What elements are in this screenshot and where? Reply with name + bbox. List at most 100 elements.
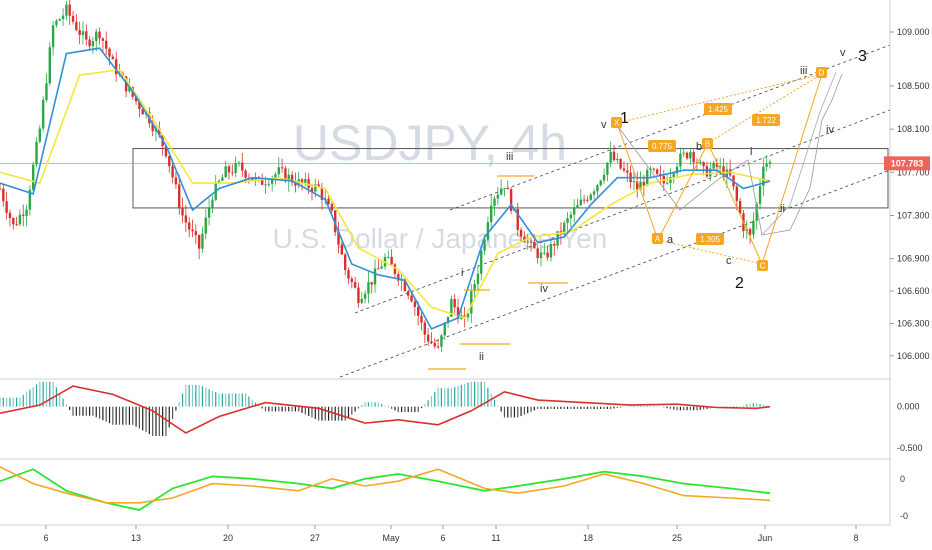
candle-body: [636, 181, 639, 190]
candle-body: [191, 229, 194, 232]
ratio-1425-box: [704, 103, 732, 115]
price-axis-background: [890, 0, 932, 550]
candle-body: [413, 301, 417, 308]
candle-body: [15, 224, 18, 226]
candle-body: [327, 198, 330, 205]
candle-body: [138, 101, 141, 109]
candle-body: [453, 298, 456, 308]
candle-body: [241, 162, 244, 171]
candle-body: [642, 181, 646, 186]
candle-body: [22, 214, 25, 216]
candle-body: [317, 184, 320, 188]
candle-body: [755, 203, 758, 221]
candle-body: [592, 191, 596, 195]
candle-body: [606, 162, 609, 175]
candle-body: [357, 287, 360, 303]
candle-body: [426, 334, 430, 342]
last-price-value: 107.783: [891, 158, 924, 168]
point-b-label: B: [705, 140, 710, 149]
candle-body: [553, 244, 556, 246]
candle-body: [420, 315, 423, 323]
candle-body: [685, 152, 689, 159]
candle-body: [669, 177, 672, 183]
candle-body: [217, 180, 221, 183]
time-tick-label: Jun: [758, 533, 773, 543]
candle-body: [466, 313, 470, 318]
candle-body: [390, 256, 393, 265]
candle-body: [679, 153, 682, 167]
candle-body: [579, 199, 583, 205]
price-tick-label: 106.300: [897, 318, 930, 328]
candle-body: [616, 158, 619, 161]
price-tick-label: 107.700: [897, 167, 930, 177]
candle-body: [689, 152, 692, 159]
candle-body: [340, 244, 344, 255]
watermark-symbol: USDJPY, 4h: [293, 115, 567, 171]
candle-body: [456, 307, 460, 319]
candle-body: [78, 29, 81, 35]
candle-body: [197, 235, 201, 249]
price-axis[interactable]: 109.000 108.500 108.100 107.700 107.300 106.9…: [890, 27, 930, 361]
candle-body: [549, 244, 553, 258]
candle-body: [307, 178, 310, 188]
oscillator-axis[interactable]: 0 -0: [900, 474, 908, 521]
candle-body: [244, 170, 247, 178]
candle-body: [699, 162, 702, 164]
candle-body: [599, 180, 602, 186]
candle-body: [758, 185, 762, 204]
candle-body: [519, 229, 523, 237]
candle-body: [347, 269, 350, 279]
wave-label-b: b: [696, 141, 702, 153]
oscillator-tick-label: -0: [900, 511, 908, 521]
ratio-0775-box: [648, 140, 676, 152]
candle-body: [300, 179, 304, 183]
candle-body: [367, 282, 370, 294]
candle-body: [665, 182, 669, 184]
candle-body: [470, 291, 473, 314]
candle-body: [443, 322, 446, 336]
ema-fast-line: [0, 47, 771, 330]
time-tick-label: 20: [223, 533, 233, 543]
macd-axis[interactable]: 0.000 -0.500: [897, 402, 923, 453]
candle-body: [61, 15, 65, 20]
candle-body: [503, 187, 506, 189]
candle-body: [702, 162, 705, 167]
candle-body: [227, 166, 231, 173]
candle-body: [480, 250, 483, 274]
candle-body: [334, 210, 337, 233]
candle-body: [572, 208, 576, 215]
candle-body: [294, 182, 297, 186]
candle-body: [234, 162, 237, 174]
candle-body: [280, 167, 284, 169]
candle-body: [310, 187, 314, 192]
candle-body: [168, 156, 171, 167]
candle-body: [709, 168, 712, 177]
time-tick-label: 6: [440, 533, 445, 543]
ratio-1425: 1.425: [708, 105, 729, 114]
candle-body: [397, 274, 400, 281]
candle-body: [493, 198, 496, 206]
candle-body: [672, 173, 675, 178]
candle-body: [65, 4, 68, 16]
wave-label-iv-minor: iv: [826, 124, 834, 136]
wave-label-ii: ii: [479, 351, 484, 363]
candle-body: [287, 174, 290, 182]
wave-labels: 1 2 3 i ii iii iv v i ii iii iv v a b c: [461, 47, 867, 363]
wave-label-iii-minor: iii: [800, 65, 807, 77]
time-axis[interactable]: 6 13 20 27 May 6 11 18 25 Jun 8: [43, 525, 859, 543]
candle-body: [360, 298, 363, 303]
candle-body: [55, 20, 58, 26]
candle-body: [25, 209, 28, 216]
candle-body: [85, 31, 88, 40]
wave-label-i-minor: i: [750, 146, 752, 158]
candle-body: [433, 342, 436, 347]
candle-body: [204, 217, 207, 234]
wave-label-i: i: [461, 267, 463, 279]
candle-body: [675, 166, 679, 174]
candle-body: [88, 39, 91, 47]
oscillator-orange-line: [0, 466, 771, 504]
candle-body: [719, 166, 722, 168]
candle-body: [490, 205, 493, 223]
ema-slow-line: [0, 68, 771, 320]
